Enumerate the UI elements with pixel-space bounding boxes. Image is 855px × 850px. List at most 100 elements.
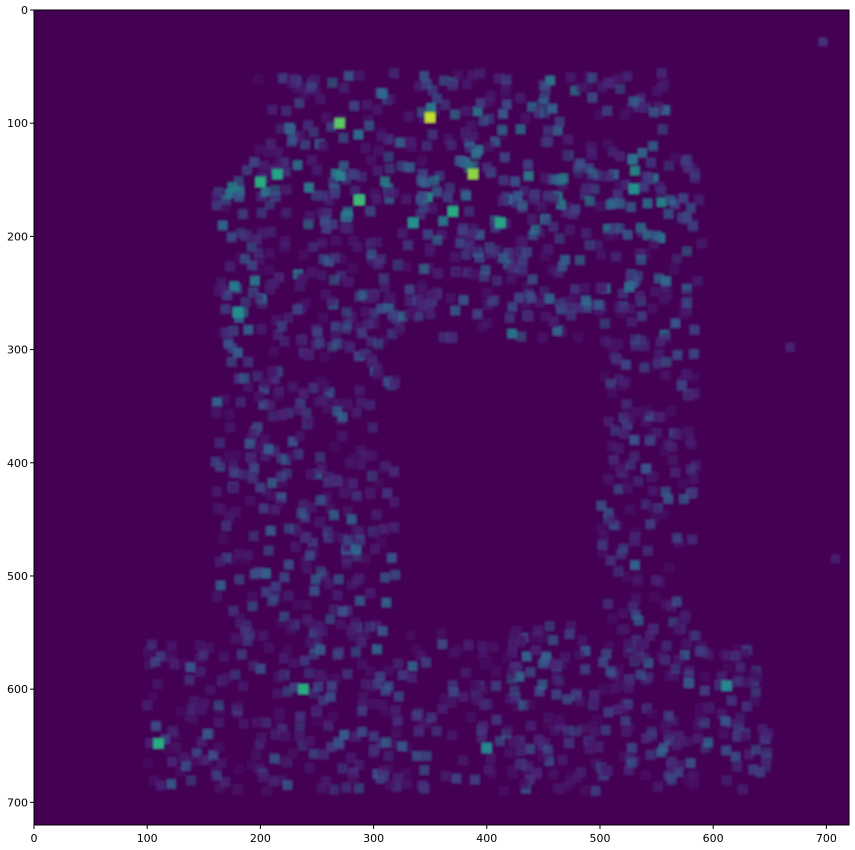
heat-cell	[450, 109, 461, 120]
heat-cell	[458, 691, 469, 702]
heat-cell	[680, 610, 691, 621]
heat-cell	[555, 304, 567, 315]
heat-cell	[599, 318, 610, 329]
heat-cell	[666, 601, 677, 612]
heat-cell	[309, 642, 321, 653]
heat-cell	[626, 316, 637, 327]
heat-cell	[514, 246, 525, 257]
heat-cell	[607, 388, 618, 399]
heat-cell	[186, 775, 197, 786]
heat-cell	[630, 609, 641, 620]
heat-cell	[524, 774, 535, 785]
heat-cell	[378, 770, 389, 782]
heat-speck	[818, 37, 828, 47]
heat-cell	[219, 777, 231, 788]
heat-cell	[605, 555, 616, 566]
heat-cell	[494, 736, 506, 747]
heat-cell	[472, 106, 483, 117]
heat-cell	[661, 275, 672, 287]
heat-cell	[333, 574, 344, 585]
heat-cell	[506, 250, 517, 262]
heat-cell	[403, 111, 415, 122]
heat-cell	[586, 149, 598, 160]
heat-cell	[295, 80, 306, 91]
heat-cell	[615, 83, 626, 94]
heat-cell	[155, 651, 166, 662]
heat-cell	[676, 380, 687, 391]
heat-cell	[331, 474, 342, 485]
heat-cell	[580, 189, 591, 200]
heat-cell	[487, 296, 498, 307]
heat-cell	[355, 397, 367, 408]
heat-cell	[620, 109, 631, 120]
heat-cell	[378, 524, 389, 535]
heat-cell	[349, 453, 360, 464]
heat-cell	[306, 502, 317, 513]
heat-cell	[621, 399, 632, 410]
heat-cell	[292, 527, 303, 538]
heat-cell	[220, 303, 231, 315]
heat-cell	[632, 406, 643, 417]
heat-cell	[556, 199, 567, 210]
heat-cell	[478, 115, 489, 126]
heat-cell	[214, 437, 225, 449]
heat-cell	[501, 99, 512, 110]
heat-cell	[260, 450, 271, 461]
heat-cell	[578, 723, 589, 734]
heat-cell	[408, 302, 419, 313]
heat-cell	[253, 74, 264, 85]
heat-cell	[277, 477, 288, 489]
heat-cell	[326, 681, 337, 692]
plot-background	[34, 10, 849, 825]
heat-cell	[413, 311, 424, 322]
heat-cell	[265, 400, 276, 411]
heat-cell	[597, 771, 608, 782]
heat-cell	[253, 566, 264, 577]
heat-cell	[376, 132, 387, 143]
heat-cell	[211, 770, 222, 781]
heat-cell	[732, 676, 743, 687]
heat-cell	[649, 513, 660, 525]
heat-cell	[510, 693, 521, 704]
heat-cell	[622, 407, 633, 418]
heat-cell	[167, 725, 178, 737]
heat-cell	[388, 68, 399, 79]
heat-cell	[537, 658, 548, 669]
heat-cell	[515, 124, 526, 135]
heat-cell	[213, 700, 224, 711]
heat-cell	[660, 370, 671, 381]
heat-cell	[342, 399, 353, 410]
heat-cell	[316, 270, 327, 281]
heat-cell	[267, 366, 278, 377]
heat-cell	[514, 292, 525, 303]
heat-cell	[416, 155, 427, 166]
heat-cell	[261, 785, 272, 796]
heat-cell	[564, 303, 575, 314]
y-tick-label: 200	[7, 230, 28, 243]
heat-cell	[694, 709, 705, 720]
heat-cell	[301, 563, 313, 574]
heat-cell	[195, 666, 206, 677]
heat-cell	[286, 79, 297, 90]
heat-cell	[692, 276, 703, 287]
heat-cell	[437, 639, 448, 650]
heat-cell	[593, 299, 604, 310]
heat-cell	[526, 293, 537, 304]
heat-cell	[402, 240, 413, 251]
heat-cell	[432, 235, 443, 246]
heat-cell	[687, 487, 699, 498]
x-tick-label: 100	[137, 832, 158, 845]
heat-cell	[263, 443, 274, 454]
heat-cell	[730, 751, 741, 762]
heat-cell	[247, 453, 258, 464]
heat-cell	[347, 478, 359, 489]
heat-cell	[283, 523, 294, 534]
heat-cell	[615, 548, 627, 559]
heat-cell	[310, 574, 321, 585]
heat-cell	[392, 716, 403, 727]
heat-cell	[377, 88, 388, 99]
heat-cell	[622, 420, 633, 431]
heat-cell	[670, 318, 681, 329]
heat-cell	[354, 70, 365, 81]
heat-cell	[548, 316, 559, 327]
